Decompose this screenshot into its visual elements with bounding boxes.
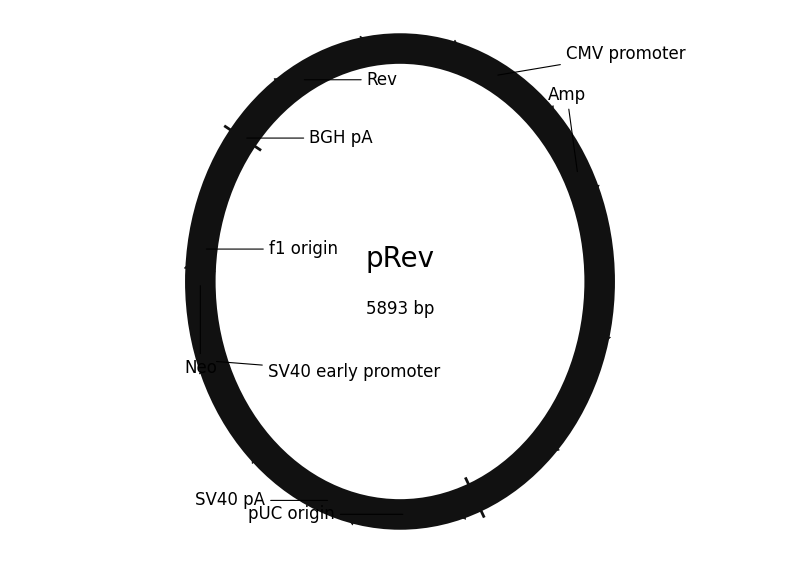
Polygon shape <box>442 489 466 520</box>
Text: Rev: Rev <box>304 71 398 89</box>
Polygon shape <box>360 36 382 67</box>
Polygon shape <box>443 40 468 69</box>
Text: BGH pA: BGH pA <box>247 129 373 147</box>
Text: pRev: pRev <box>366 245 434 273</box>
Polygon shape <box>581 329 610 354</box>
Polygon shape <box>338 496 363 525</box>
Polygon shape <box>199 350 230 374</box>
Text: SV40 pA: SV40 pA <box>195 491 327 510</box>
Polygon shape <box>274 79 300 104</box>
Polygon shape <box>534 428 559 455</box>
Text: Neo: Neo <box>184 285 217 377</box>
Text: CMV promoter: CMV promoter <box>498 44 686 75</box>
Text: SV40 early promoter: SV40 early promoter <box>217 361 440 381</box>
Polygon shape <box>252 437 277 463</box>
Text: 5893 bp: 5893 bp <box>366 300 434 318</box>
Polygon shape <box>570 185 599 209</box>
Text: f1 origin: f1 origin <box>206 240 338 258</box>
Polygon shape <box>184 249 215 272</box>
Text: pUC origin: pUC origin <box>248 506 403 524</box>
Polygon shape <box>528 106 554 132</box>
Text: Amp: Amp <box>548 86 586 172</box>
